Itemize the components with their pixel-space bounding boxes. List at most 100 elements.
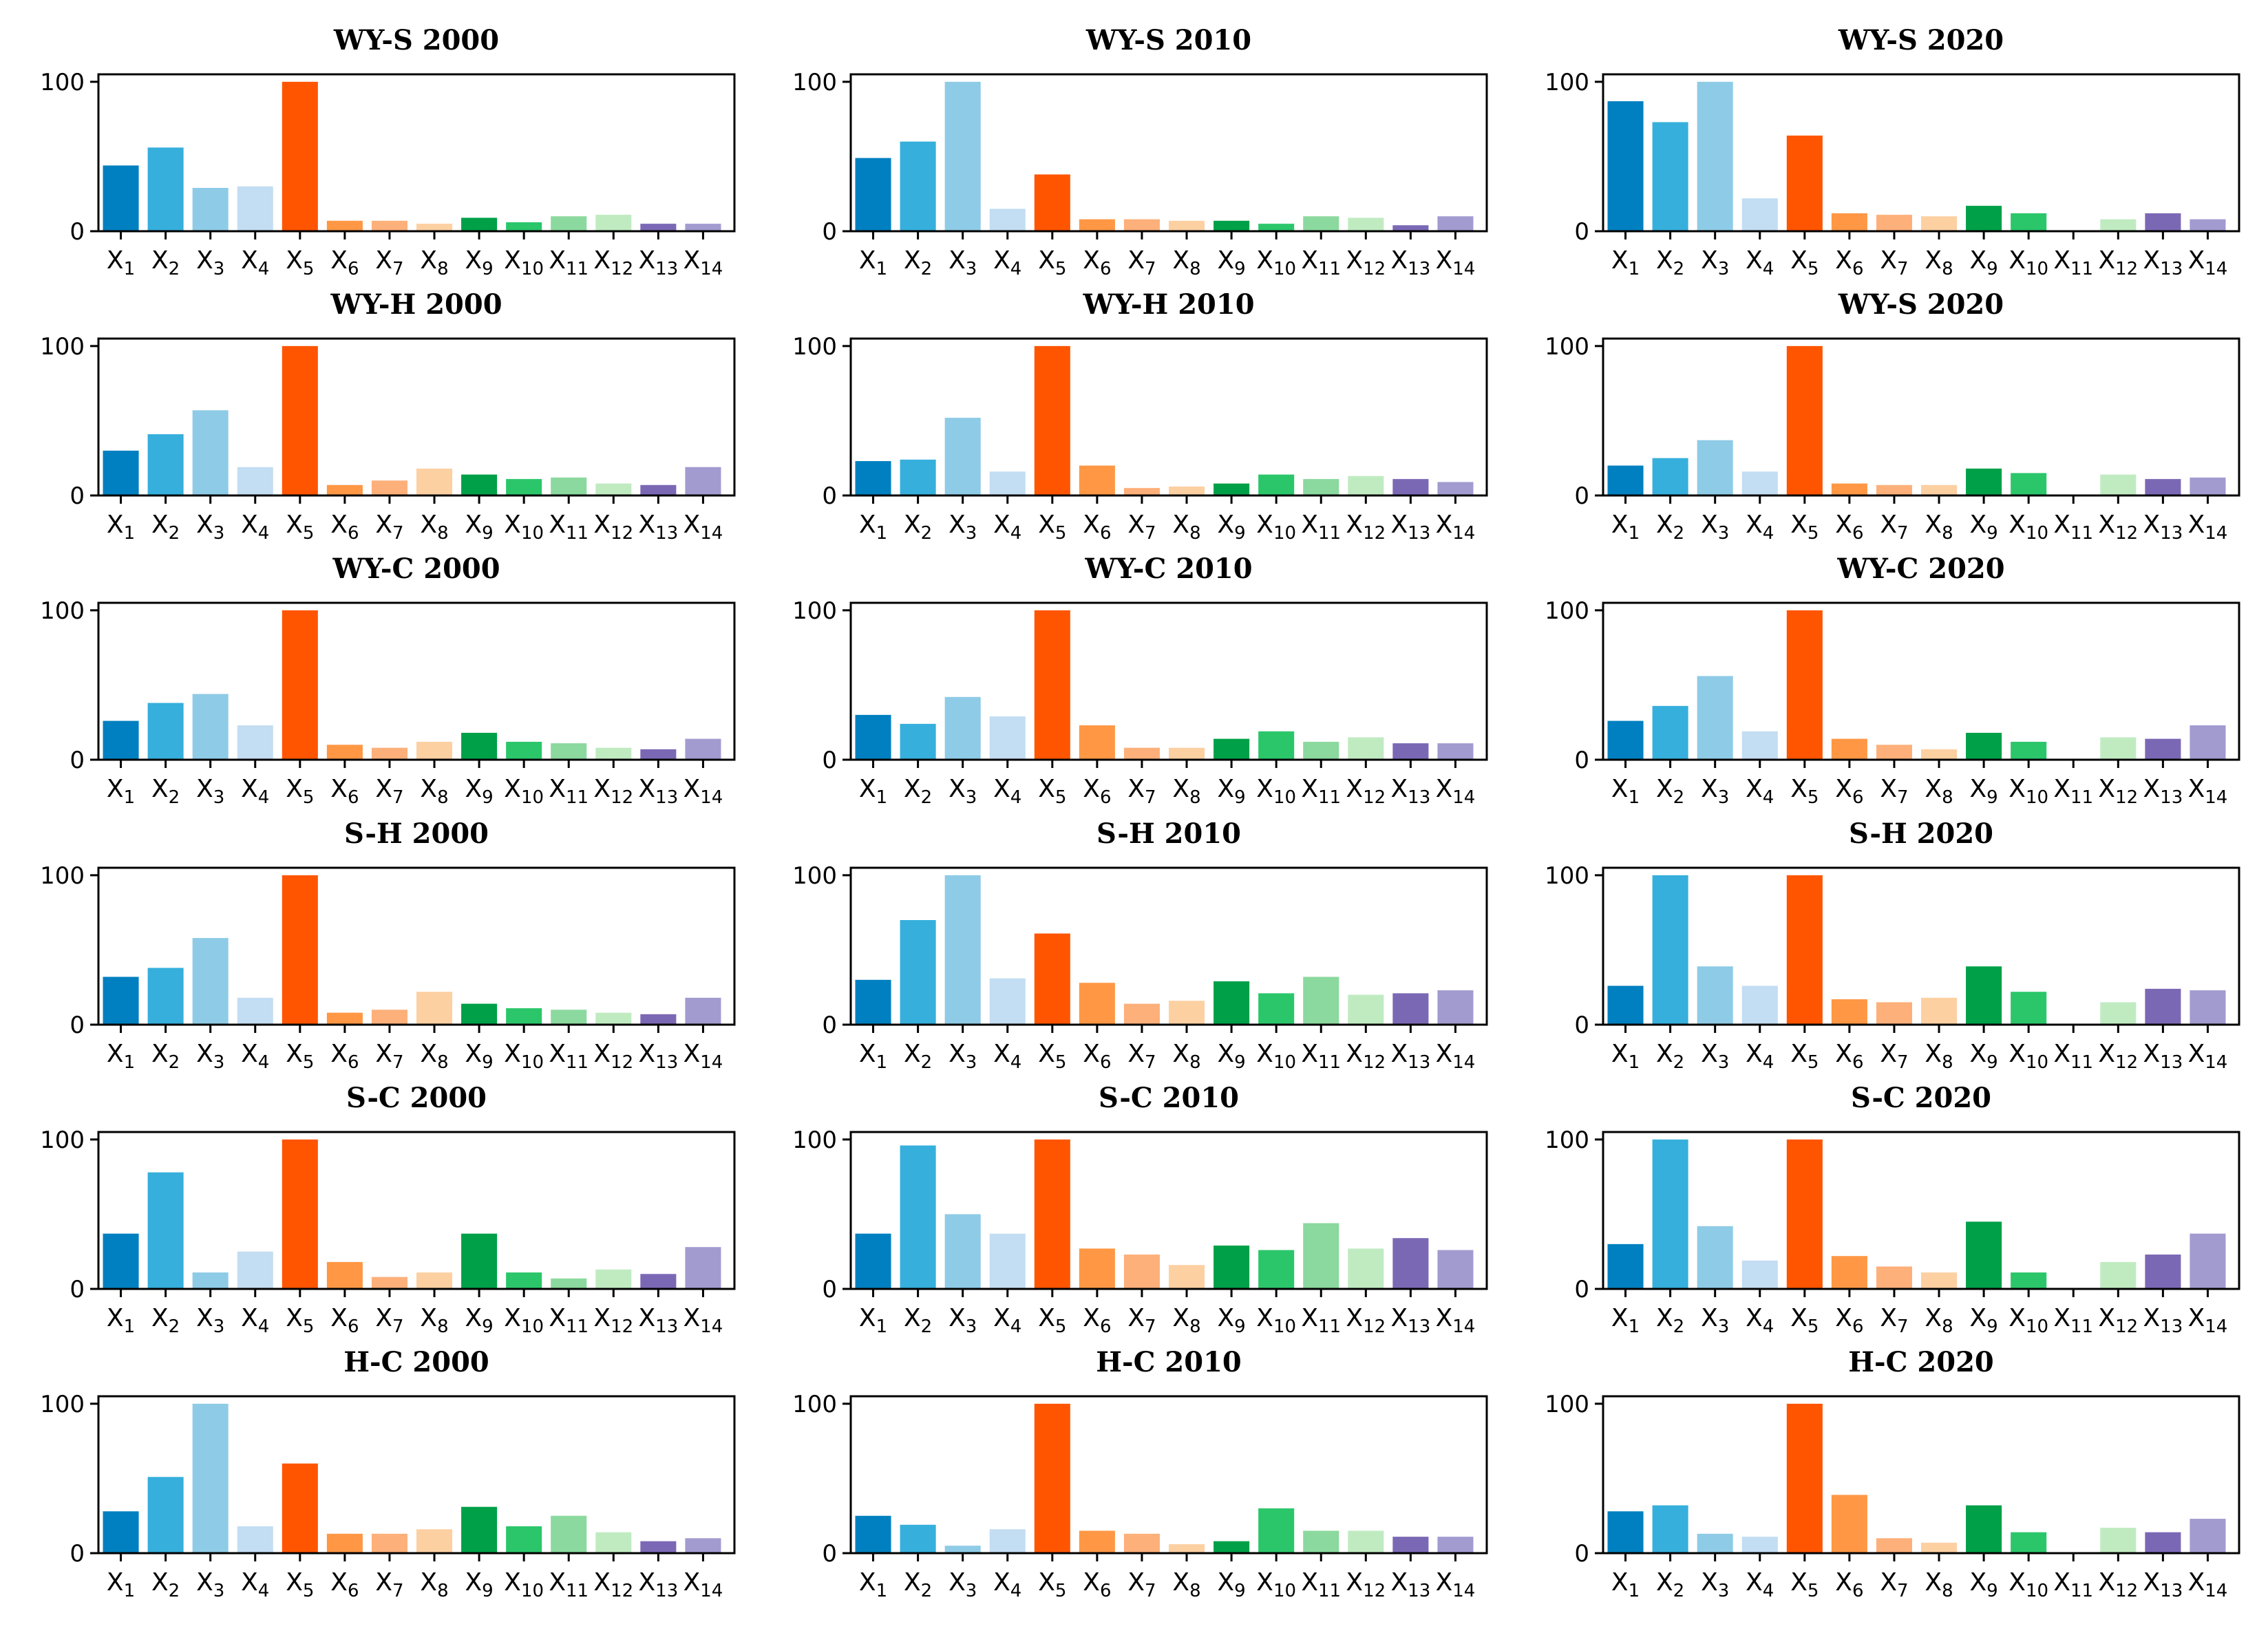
bar-x12 — [595, 1269, 632, 1289]
bar-x12 — [595, 747, 632, 760]
x-tick-label: X13 — [2143, 775, 2183, 808]
x-tick-label: X14 — [683, 1040, 723, 1073]
x-tick-label: X7 — [375, 1040, 403, 1073]
x-tick-label: X8 — [420, 1568, 448, 1601]
x-tick-label: X4 — [1746, 1304, 1774, 1337]
bar-x6 — [326, 484, 363, 495]
bar-x1 — [103, 1511, 139, 1553]
x-tick-label: X11 — [1301, 1568, 1341, 1601]
subplot-title: S-C 2010 — [1099, 1082, 1239, 1114]
bar-x9 — [1966, 1221, 2002, 1289]
bar-x13 — [2145, 213, 2181, 231]
x-tick-label: X1 — [859, 1304, 887, 1337]
x-tick-label: X14 — [2188, 1304, 2228, 1337]
bar-x8 — [1921, 749, 1958, 760]
x-tick-label: X7 — [375, 1568, 403, 1601]
bar-x1 — [1607, 101, 1644, 231]
bar-x5 — [282, 345, 318, 495]
x-tick-label: X7 — [375, 775, 403, 808]
x-tick-label: X5 — [286, 511, 314, 544]
bar-x1 — [103, 720, 139, 760]
bar-x7 — [1123, 1003, 1160, 1025]
bar-x6 — [326, 1533, 363, 1553]
x-tick-label: X5 — [1790, 1040, 1819, 1073]
x-tick-label: X5 — [1038, 775, 1066, 808]
bar-x2 — [147, 147, 184, 231]
x-tick-label: X7 — [1127, 511, 1156, 544]
x-tick-label: X1 — [107, 1040, 135, 1073]
x-tick-label: X9 — [1217, 1304, 1245, 1337]
bar-x8 — [1921, 216, 1958, 231]
bar-x2 — [900, 1524, 936, 1553]
bar-x8 — [416, 224, 453, 231]
axes-frame — [1602, 1395, 2240, 1555]
bar-x1 — [1607, 1243, 1644, 1289]
x-tick-label: X13 — [1390, 511, 1430, 544]
bar-x3 — [192, 694, 229, 760]
bar-x1 — [103, 1233, 139, 1289]
x-tick-label: X4 — [1746, 246, 1774, 279]
x-tick-label: X11 — [549, 246, 589, 279]
x-tick-label: X14 — [1436, 1304, 1476, 1337]
axes-frame — [849, 866, 1488, 1026]
x-tick-label: X12 — [2098, 1304, 2138, 1337]
x-tick-label: X6 — [1083, 1040, 1111, 1073]
x-tick-label: X6 — [330, 1304, 359, 1337]
x-tick-label: X13 — [638, 511, 678, 544]
bar-x3 — [1697, 81, 1733, 231]
bar-x12 — [2100, 1002, 2137, 1025]
bar-x1 — [103, 450, 139, 495]
bar-x10 — [1258, 1508, 1295, 1553]
x-tick-label: X2 — [904, 1040, 932, 1073]
bar-x1 — [855, 714, 891, 760]
x-tick-label: X8 — [1172, 775, 1200, 808]
bar-x14 — [685, 224, 721, 231]
bar-x12 — [2100, 1528, 2137, 1553]
bar-x3 — [192, 188, 229, 231]
x-tick-label: X5 — [1038, 246, 1066, 279]
y-tick-label: 100 — [1545, 1127, 1589, 1154]
bar-x10 — [1258, 474, 1295, 495]
x-tick-label: X1 — [1611, 1304, 1640, 1337]
x-tick-label: X8 — [1172, 511, 1200, 544]
bar-x5 — [1034, 1139, 1070, 1289]
y-tick-label: 0 — [70, 1276, 85, 1303]
bar-x4 — [989, 209, 1026, 231]
subplot-5: WY-H 2010 0 100 X1 X2 X3 X4 X5 X6 X7 X8 X9 X10 X11 X12… — [792, 288, 1488, 544]
bar-x4 — [989, 1233, 1026, 1289]
x-tick-label: X11 — [549, 1040, 589, 1073]
x-tick-label: X9 — [1217, 775, 1245, 808]
x-tick-label: X5 — [286, 775, 314, 808]
bar-x4 — [1741, 985, 1778, 1025]
x-tick-label: X9 — [1969, 1304, 1997, 1337]
bar-x5 — [1786, 1403, 1823, 1553]
bar-x10 — [506, 1526, 542, 1553]
y-tick-label: 100 — [792, 1391, 837, 1418]
bar-x12 — [2100, 219, 2137, 231]
x-tick-label: X4 — [241, 246, 269, 279]
bar-x10 — [1258, 1250, 1295, 1289]
axes-frame — [1602, 73, 2240, 233]
x-tick-label: X4 — [1746, 1568, 1774, 1601]
x-tick-label: X5 — [1790, 246, 1819, 279]
bar-x14 — [1437, 482, 1474, 495]
x-tick-label: X8 — [420, 246, 448, 279]
x-tick-label: X4 — [993, 775, 1021, 808]
x-tick-label: X2 — [1656, 775, 1684, 808]
bar-x13 — [1392, 1537, 1429, 1553]
bar-x7 — [1876, 215, 1912, 231]
x-tick-label: X1 — [107, 775, 135, 808]
bar-x3 — [1697, 966, 1733, 1025]
x-tick-label: X14 — [2188, 1040, 2228, 1073]
bar-x6 — [1831, 999, 1867, 1025]
x-tick-label: X10 — [1256, 775, 1296, 808]
bar-x5 — [282, 1463, 318, 1553]
x-tick-label: X9 — [465, 775, 493, 808]
bar-x13 — [2145, 738, 2181, 760]
x-tick-label: X13 — [2143, 1568, 2183, 1601]
bar-x8 — [1921, 1272, 1958, 1289]
bar-x5 — [1786, 1139, 1823, 1289]
